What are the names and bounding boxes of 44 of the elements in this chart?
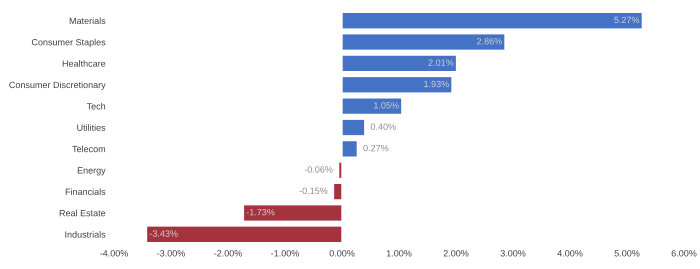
data-label: -1.73%	[246, 208, 275, 216]
data-label: -0.15%	[300, 188, 328, 194]
data-label: 1.93%	[424, 80, 449, 88]
y-tick-label: Tech	[86, 102, 106, 110]
y-tick-label: Financials	[66, 188, 106, 195]
y-tick-label: Industrials	[65, 231, 106, 238]
bar	[341, 54, 458, 72]
y-tick-label: Materials	[70, 17, 106, 24]
data-label: -3.43%	[150, 230, 178, 237]
bar	[341, 33, 506, 52]
bar	[341, 118, 366, 137]
x-tick-label: 0.00%	[330, 250, 354, 256]
x-tick-label: 6.00%	[672, 250, 696, 256]
data-label: 5.27%	[614, 16, 640, 24]
data-label: 2.86%	[477, 38, 502, 44]
bar	[341, 97, 403, 116]
y-tick-label: Real Estate	[60, 210, 106, 216]
data-label: 1.05%	[374, 102, 399, 109]
x-tick-label: 1.00%	[386, 250, 412, 256]
data-label: 2.01%	[428, 59, 454, 66]
y-tick-label: Energy	[78, 167, 106, 176]
data-label: 0.40%	[370, 124, 396, 130]
bar	[332, 182, 343, 201]
bar	[341, 12, 644, 30]
data-label: 0.27%	[363, 144, 388, 152]
y-tick-label: Telecom	[72, 146, 106, 152]
y-tick-label: Consumer Staples	[32, 38, 106, 48]
x-tick-label: 3.00%	[500, 250, 526, 256]
x-tick-label: 2.00%	[444, 250, 468, 256]
y-tick-label: Utilities	[77, 124, 106, 131]
bar	[338, 161, 343, 180]
x-tick-label: 5.00%	[614, 250, 640, 256]
x-tick-label: -3.00%	[157, 250, 185, 256]
bar	[146, 225, 343, 244]
y-tick-label: Healthcare	[62, 60, 106, 67]
x-tick-label: -2.00%	[214, 250, 242, 256]
bar	[341, 76, 453, 94]
data-label: -0.06%	[304, 166, 333, 173]
x-tick-label: -4.00%	[100, 250, 128, 256]
bar	[242, 204, 343, 222]
bar	[341, 140, 358, 158]
x-tick-label: -1.00%	[271, 250, 299, 256]
y-tick-label: Consumer Discretionary	[9, 82, 106, 90]
x-tick-label: 4.00%	[557, 250, 582, 256]
